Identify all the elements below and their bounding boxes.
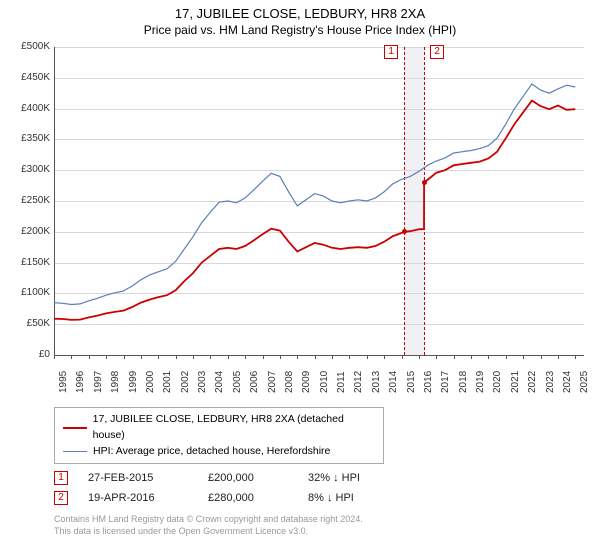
x-axis-label: 1997: [93, 363, 104, 393]
transaction-table: 1 27-FEB-2015 £200,000 32% ↓ HPI 2 19-APR-201…: [54, 468, 590, 508]
legend-swatch: [63, 427, 87, 429]
x-axis-label: 2025: [579, 363, 590, 393]
footer-line: Contains HM Land Registry data © Crown c…: [54, 514, 590, 526]
x-axis-label: 2009: [301, 363, 312, 393]
x-axis-label: 2013: [371, 363, 382, 393]
x-axis-label: 2007: [267, 363, 278, 393]
legend-box: 17, JUBILEE CLOSE, LEDBURY, HR8 2XA (det…: [54, 407, 384, 464]
x-axis-label: 1999: [128, 363, 139, 393]
chart-subtitle: Price paid vs. HM Land Registry's House …: [10, 23, 590, 37]
x-axis-label: 1995: [58, 363, 69, 393]
chart-plot-area: £0£50K£100K£150K£200K£250K£300K£350K£400…: [10, 41, 590, 401]
x-axis-label: 2000: [145, 363, 156, 393]
transaction-row: 2 19-APR-2016 £280,000 8% ↓ HPI: [54, 488, 590, 508]
x-axis-label: 2019: [475, 363, 486, 393]
transaction-date: 27-FEB-2015: [88, 472, 188, 484]
x-axis-label: 1998: [110, 363, 121, 393]
x-axis-label: 2008: [284, 363, 295, 393]
transaction-date: 19-APR-2016: [88, 492, 188, 504]
x-axis-label: 2016: [423, 363, 434, 393]
x-axis-label: 2023: [545, 363, 556, 393]
x-axis-label: 2001: [162, 363, 173, 393]
transaction-row: 1 27-FEB-2015 £200,000 32% ↓ HPI: [54, 468, 590, 488]
sale-marker: 2: [54, 491, 68, 505]
x-axis-label: 2014: [388, 363, 399, 393]
legend-item: 17, JUBILEE CLOSE, LEDBURY, HR8 2XA (det…: [63, 412, 375, 444]
x-axis-label: 2006: [249, 363, 260, 393]
x-axis-label: 2005: [232, 363, 243, 393]
chart-title: 17, JUBILEE CLOSE, LEDBURY, HR8 2XA: [10, 6, 590, 21]
x-axis-label: 1996: [75, 363, 86, 393]
legend-item: HPI: Average price, detached house, Here…: [63, 444, 375, 460]
x-axis-label: 2003: [197, 363, 208, 393]
chart-lines: [10, 41, 586, 357]
legend-label: HPI: Average price, detached house, Here…: [93, 444, 330, 460]
transaction-delta: 8% ↓ HPI: [308, 492, 408, 504]
transaction-price: £280,000: [208, 492, 288, 504]
transaction-price: £200,000: [208, 472, 288, 484]
footer-line: This data is licensed under the Open Gov…: [54, 526, 590, 538]
sale-point: [402, 229, 407, 234]
x-axis-label: 2017: [440, 363, 451, 393]
sale-marker: 1: [54, 471, 68, 485]
x-axis-label: 2011: [336, 363, 347, 393]
x-axis-label: 2015: [406, 363, 417, 393]
x-axis-label: 2010: [319, 363, 330, 393]
x-axis-label: 2020: [492, 363, 503, 393]
x-axis-label: 2018: [458, 363, 469, 393]
legend-swatch: [63, 451, 87, 452]
x-axis-label: 2012: [353, 363, 364, 393]
series-property: [54, 101, 575, 320]
x-axis-label: 2021: [510, 363, 521, 393]
x-axis-label: 2004: [214, 363, 225, 393]
x-axis-label: 2024: [562, 363, 573, 393]
footer-attribution: Contains HM Land Registry data © Crown c…: [54, 514, 590, 537]
legend-label: 17, JUBILEE CLOSE, LEDBURY, HR8 2XA (det…: [93, 412, 375, 444]
series-hpi: [54, 84, 575, 305]
sale-point: [422, 180, 427, 185]
chart-container: 17, JUBILEE CLOSE, LEDBURY, HR8 2XA Pric…: [0, 0, 600, 542]
transaction-delta: 32% ↓ HPI: [308, 472, 408, 484]
x-axis-label: 2022: [527, 363, 538, 393]
x-axis-label: 2002: [180, 363, 191, 393]
